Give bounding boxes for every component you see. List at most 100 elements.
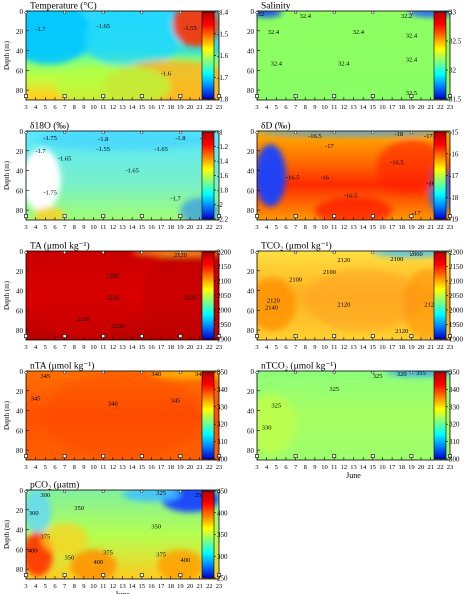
contour-label: 400 xyxy=(180,557,190,564)
x-tick-label: 21 xyxy=(196,344,203,351)
x-tick-label: 9 xyxy=(82,583,85,590)
contour-label: 325 xyxy=(373,373,383,380)
surface-marker xyxy=(63,130,67,135)
x-tick-label: 4 xyxy=(34,464,38,471)
contour-label: 2120 xyxy=(424,301,437,308)
contour-label: 2140 xyxy=(265,304,278,311)
contour-label: 2230 xyxy=(111,323,124,330)
contour-label: 2060 xyxy=(410,251,423,258)
x-tick-label: 18 xyxy=(168,344,175,351)
sample-marker xyxy=(139,573,144,578)
sample-marker xyxy=(24,573,28,578)
colorbar-tick-label: 2150 xyxy=(449,263,464,271)
x-tick-label: 11 xyxy=(100,344,106,351)
x-tick-label: 10 xyxy=(90,224,97,231)
sample-marker xyxy=(332,94,337,99)
contour-label: 330 xyxy=(262,424,272,431)
surface-marker xyxy=(332,370,336,375)
sample-marker xyxy=(409,94,414,99)
sample-marker xyxy=(139,94,144,99)
x-tick-label: 11 xyxy=(100,583,106,590)
panel-title: TA (μmol kg⁻¹) xyxy=(30,241,90,252)
x-tick-label: 4 xyxy=(34,104,38,111)
heatmap-patch xyxy=(141,251,219,340)
x-tick-label: 16 xyxy=(148,464,155,471)
heatmap-patches xyxy=(26,11,219,100)
x-tick-label: 5 xyxy=(275,104,278,111)
colorbar-tick-label: -1.2 xyxy=(217,143,229,151)
colorbar xyxy=(201,131,215,220)
heatmap-patch xyxy=(305,268,422,332)
x-tick-label: 9 xyxy=(82,464,85,471)
x-tick-label: 12 xyxy=(341,464,348,471)
x-tick-label: 7 xyxy=(63,104,67,111)
x-tick-label: 7 xyxy=(294,224,298,231)
surface-marker xyxy=(409,250,413,255)
colorbar-tick-label: 450 xyxy=(217,488,228,496)
x-tick-label: 6 xyxy=(284,344,288,351)
y-tick-label: 20 xyxy=(16,148,24,156)
contour-label: 32 xyxy=(258,11,265,18)
contour-label: 2120 xyxy=(337,257,350,264)
colorbar-tick-label: -1.4 xyxy=(217,158,229,166)
x-tick-label: 12 xyxy=(341,224,348,231)
colorbar-tick-label: -1.6 xyxy=(217,172,229,180)
colorbar-tick-label: 320 xyxy=(217,421,228,429)
sample-marker xyxy=(178,334,183,339)
contour-label: 375 xyxy=(40,533,50,540)
x-tick-label: 21 xyxy=(196,224,203,231)
x-tick-label: 6 xyxy=(53,583,57,590)
contour-label: 350 xyxy=(151,524,161,531)
x-tick-label: 3 xyxy=(255,344,258,351)
y-tick-label: 80 xyxy=(247,327,255,335)
colorbar-tick-label: -1.7 xyxy=(217,74,229,82)
sample-marker xyxy=(448,214,452,219)
heatmap-patch xyxy=(41,522,88,555)
sample-marker xyxy=(409,214,414,219)
x-tick-label: 6 xyxy=(284,464,288,471)
x-tick-label: 21 xyxy=(427,464,434,471)
colorbar-tick-label: -1 xyxy=(217,129,223,137)
x-tick-label: 12 xyxy=(110,583,117,590)
x-axis-label: June xyxy=(346,471,361,480)
x-tick-label: 6 xyxy=(284,224,288,231)
x-tick-label: 5 xyxy=(275,464,278,471)
colorbar-tick-label: -16 xyxy=(449,150,459,158)
x-tick-label: 17 xyxy=(158,224,165,231)
x-tick-label: 15 xyxy=(370,224,377,231)
colorbar-tick-label: 310 xyxy=(449,438,460,446)
x-tick-label: 6 xyxy=(53,464,57,471)
y-axis-label: Depth (m) xyxy=(3,280,11,310)
surface-marker xyxy=(24,489,28,494)
x-tick-label: 17 xyxy=(389,224,396,231)
contour-label: -1.65 xyxy=(58,156,72,163)
x-tick-label: 18 xyxy=(168,224,175,231)
surface-marker xyxy=(140,370,144,375)
sample-marker xyxy=(448,334,452,339)
surface-marker xyxy=(255,130,259,135)
contour-label: 2100 xyxy=(390,256,403,263)
colorbar-tick-label: 1900 xyxy=(217,336,232,344)
contour-label: -17.5 xyxy=(424,133,438,140)
sample-marker xyxy=(24,454,28,459)
y-tick-label: 0 xyxy=(20,487,24,495)
heatmap-patch xyxy=(35,131,210,151)
y-tick-label: 80 xyxy=(16,566,24,574)
x-tick-label: 21 xyxy=(196,464,203,471)
sample-marker xyxy=(62,573,67,578)
x-tick-label: 19 xyxy=(408,104,415,111)
surface-marker xyxy=(63,489,67,494)
panel-3: δ18O (‰)-1.75-1.8-1.8-1.75-1.7-1.55-1.65… xyxy=(3,121,229,232)
surface-marker xyxy=(255,250,259,255)
contour-label: 32.5 xyxy=(406,90,417,97)
contour-label: -16 xyxy=(426,180,435,187)
sample-marker xyxy=(101,573,106,578)
y-tick-label: 60 xyxy=(16,427,24,435)
x-tick-label: 15 xyxy=(370,464,377,471)
x-tick-label: 8 xyxy=(73,583,76,590)
contour-label: 2225 xyxy=(184,294,197,301)
sample-marker xyxy=(255,94,259,99)
